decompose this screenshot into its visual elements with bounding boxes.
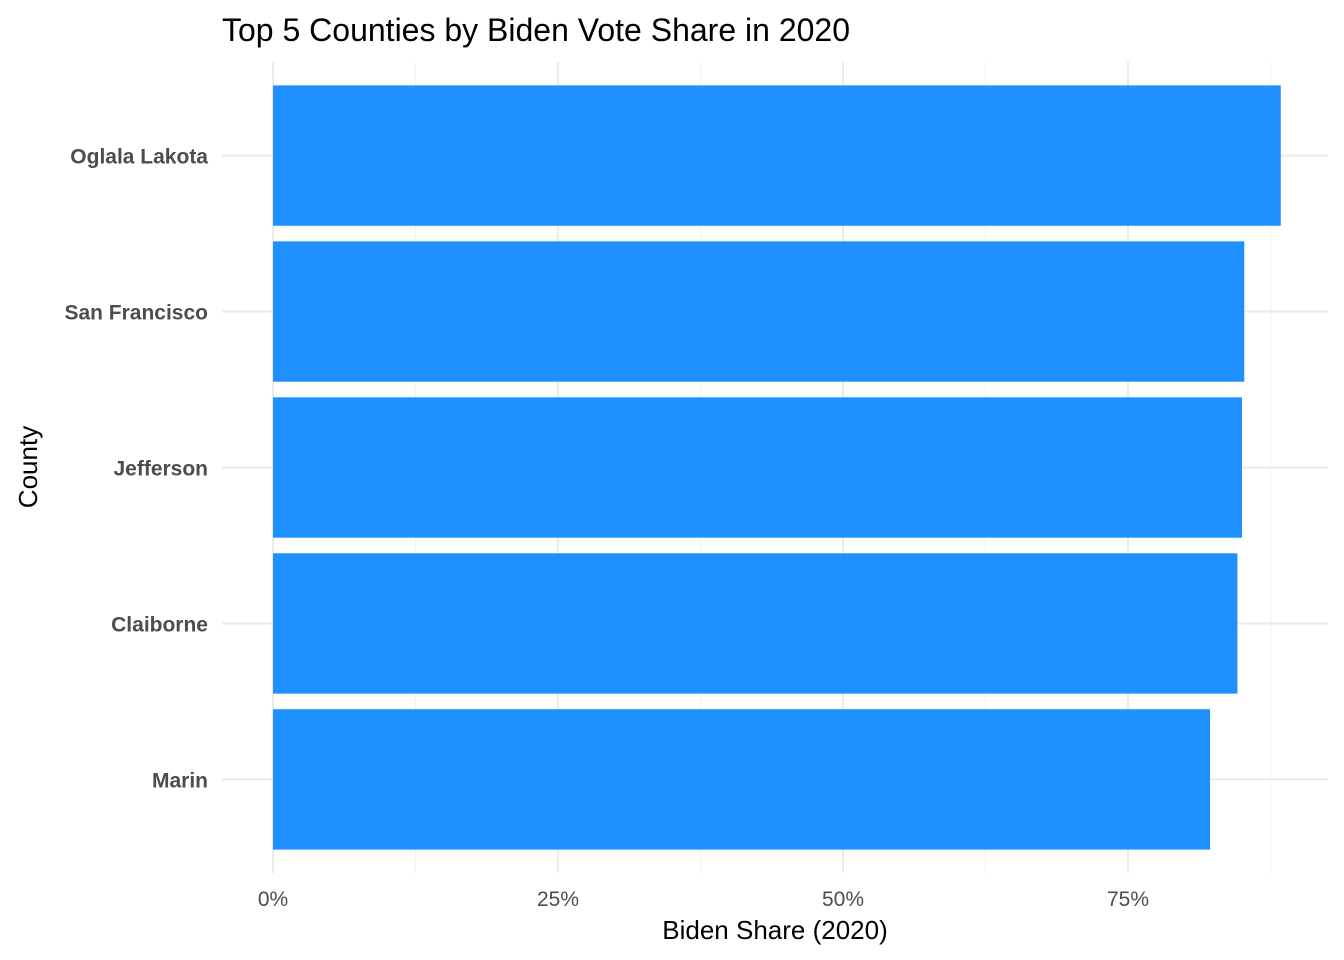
y-tick-label: Oglala Lakota [70,146,208,169]
bar [273,553,1238,694]
y-axis-title: County [13,426,43,508]
x-tick-label: 50% [822,888,864,911]
x-axis-title: Biden Share (2020) [662,915,887,945]
bar [273,241,1245,382]
bar [273,85,1281,226]
chart-title: Top 5 Counties by Biden Vote Share in 20… [222,12,850,48]
x-tick-label: 0% [258,888,288,911]
x-tick-label: 25% [537,888,579,911]
x-tick-label: 75% [1107,888,1149,911]
y-tick-label: San Francisco [64,302,208,325]
y-axis-ticks: Oglala Lakota San Francisco Jefferson Claib… [64,146,208,793]
y-tick-label: Marin [152,769,208,792]
bars [273,85,1281,850]
bar [273,397,1242,538]
y-tick-label: Jefferson [113,458,208,481]
y-tick-label: Claiborne [111,613,208,636]
x-axis-ticks: 0% 25% 50% 75% [258,888,1149,911]
bar [273,709,1211,850]
